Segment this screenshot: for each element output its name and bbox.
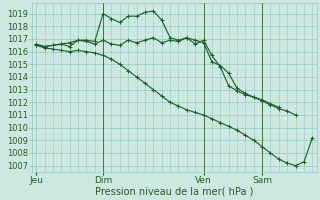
- X-axis label: Pression niveau de la mer( hPa ): Pression niveau de la mer( hPa ): [95, 187, 253, 197]
